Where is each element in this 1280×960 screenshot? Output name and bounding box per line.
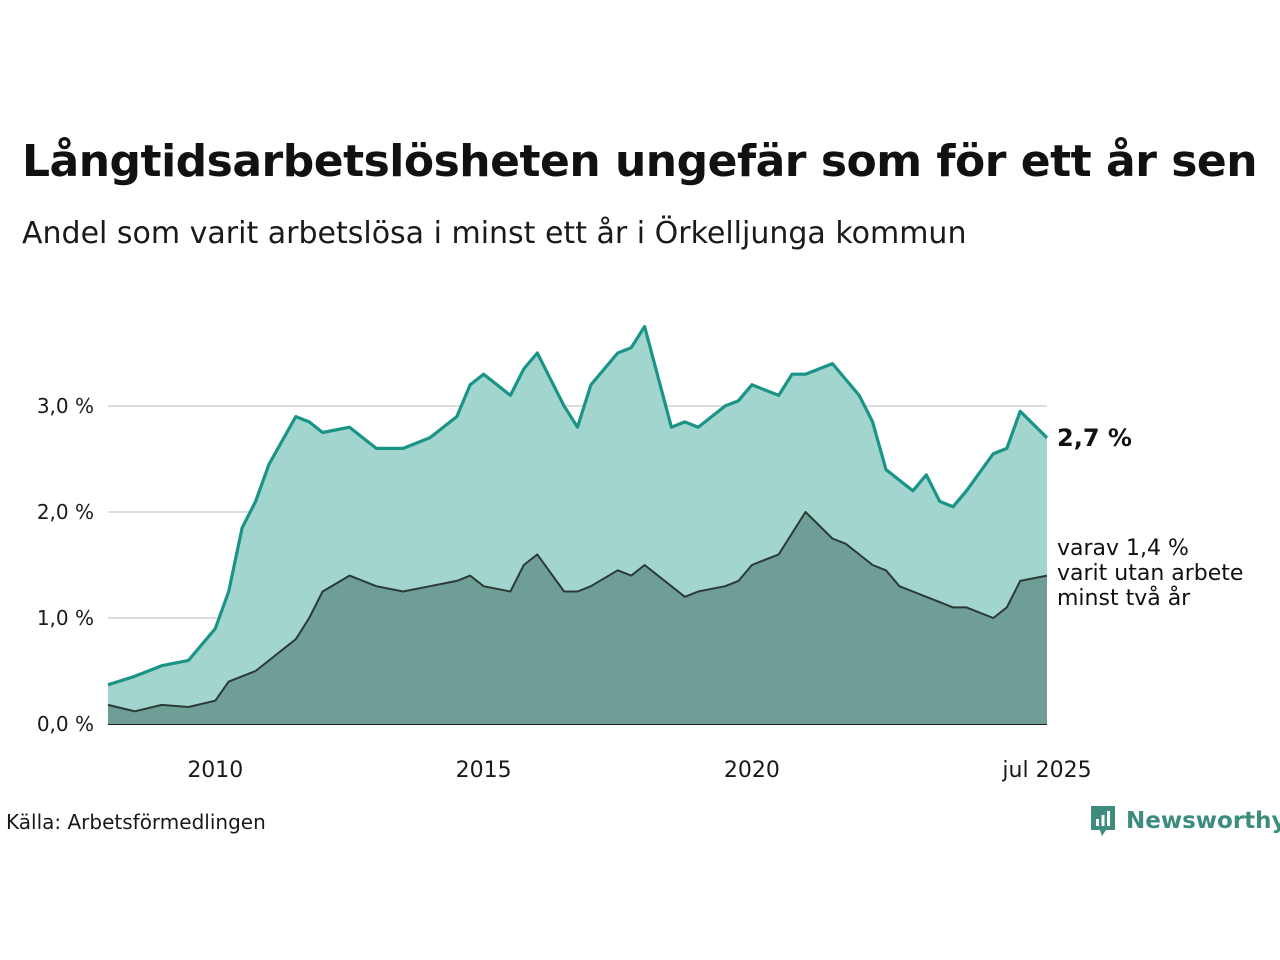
chart-subtitle: Andel som varit arbetslösa i minst ett å… — [22, 216, 967, 251]
annotation-line: minst två år — [1057, 585, 1191, 611]
y-axis-labels: 0,0 % 1,0 % 2,0 % 3,0 % — [37, 394, 94, 736]
brand-name: Newsworthy — [1126, 808, 1280, 834]
x-tick-label: 2010 — [187, 758, 243, 783]
chart-areas — [108, 326, 1047, 724]
newsworthy-logo-icon — [1091, 806, 1115, 836]
annotation-line: varit utan arbete — [1057, 561, 1243, 586]
x-tick-label: jul 2025 — [1001, 758, 1091, 783]
source-note: Källa: Arbetsförmedlingen — [6, 810, 266, 834]
annotation-line: varav 1,4 % — [1057, 536, 1189, 561]
x-tick-label: 2020 — [724, 758, 780, 783]
x-tick-label: 2015 — [456, 758, 512, 783]
x-axis-labels: 2010 2015 2020 jul 2025 — [187, 758, 1091, 783]
end-value-label: 2,7 % — [1057, 424, 1132, 452]
area-chart: 0,0 % 1,0 % 2,0 % 3,0 % 2010 2015 2020 jul 202… — [37, 324, 1243, 783]
brand-logo: Newsworthy — [1088, 804, 1280, 838]
y-tick-label: 1,0 % — [37, 606, 94, 630]
area-two_years — [108, 512, 1047, 724]
y-tick-label: 3,0 % — [37, 394, 94, 418]
y-tick-label: 2,0 % — [37, 500, 94, 524]
y-tick-label: 0,0 % — [37, 712, 94, 736]
line-total — [107, 324, 1049, 687]
chart-title: Långtidsarbetslösheten ungefär som för e… — [22, 136, 1258, 187]
line-two_years — [107, 511, 1048, 713]
chart-lines — [107, 324, 1049, 713]
